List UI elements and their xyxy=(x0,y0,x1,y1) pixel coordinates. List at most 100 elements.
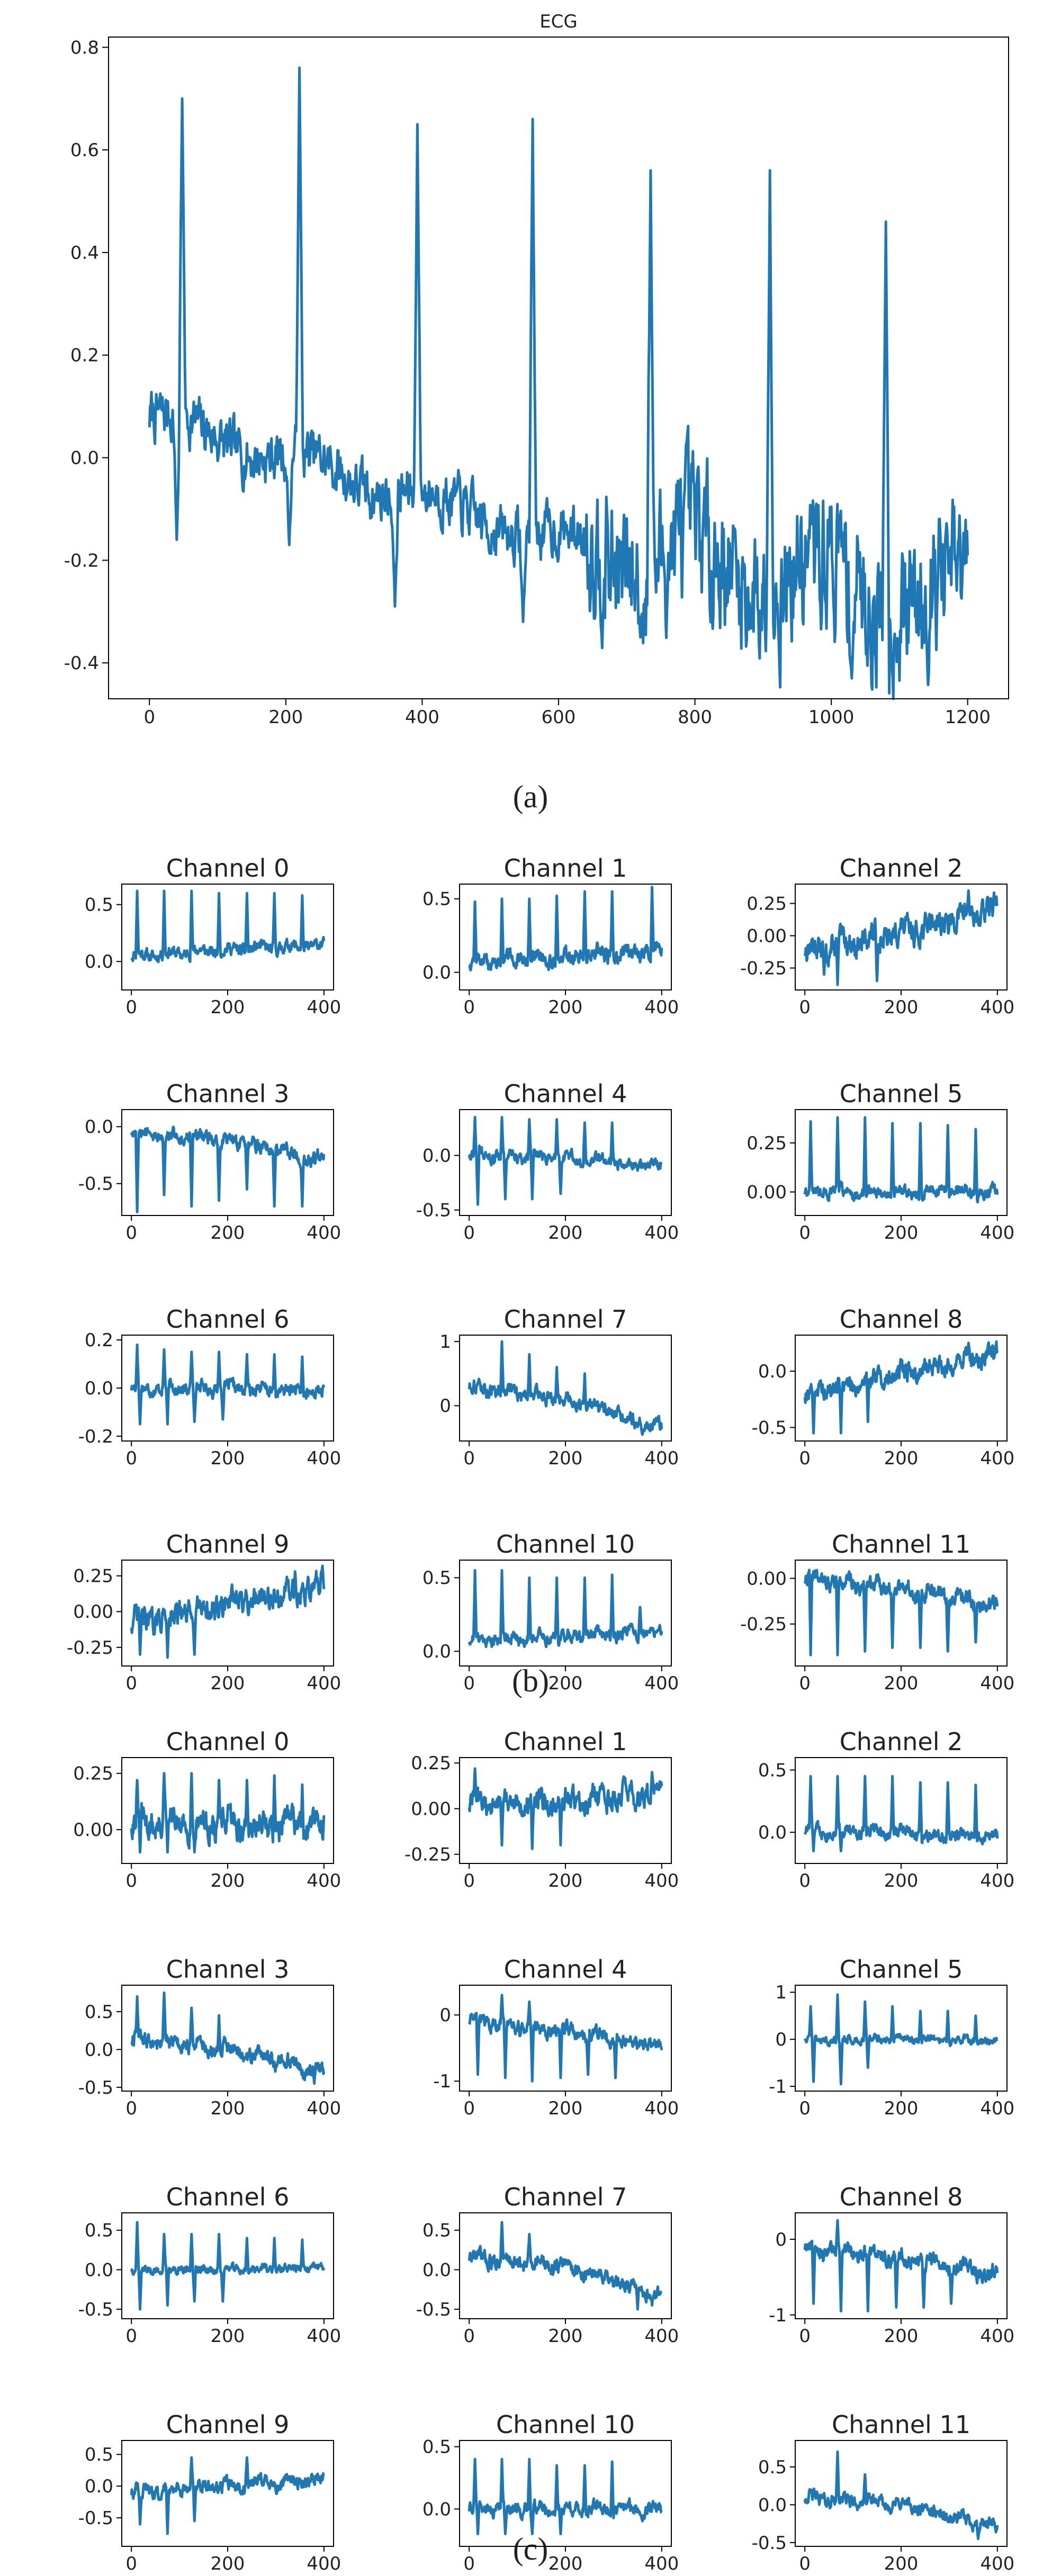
chart-title-c8: Channel 8 xyxy=(840,2183,963,2211)
y-tick-label-c3: 0.0 xyxy=(85,2039,113,2060)
plot-frame-c11 xyxy=(795,2440,1008,2547)
x-tick-label-b0: 0 xyxy=(125,997,137,1018)
chart-b7: Channel 7 0 200 400 0 1 xyxy=(439,1305,679,1469)
series-line-b5 xyxy=(803,1116,999,1204)
chart-title-b9: Channel 9 xyxy=(166,1530,290,1559)
chart-title-b2: Channel 2 xyxy=(840,854,963,882)
x-tick-label-a: 600 xyxy=(542,707,576,728)
x-tick-label-b6: 200 xyxy=(211,1448,245,1469)
x-tick-label-c4: 400 xyxy=(644,2098,679,2119)
series-line-c10 xyxy=(467,2457,663,2535)
x-tick-label-b1: 200 xyxy=(549,997,583,1018)
y-tick-label-c7: 0.5 xyxy=(422,2220,451,2241)
y-tick-label-a: -0.4 xyxy=(64,653,99,674)
x-tick-label-c7: 400 xyxy=(644,2326,679,2347)
x-tick-label-b10: 0 xyxy=(463,1673,475,1694)
y-tick-label-b10: 0.0 xyxy=(422,1641,451,1662)
series-line-c1 xyxy=(467,1767,663,1850)
x-tick-label-c1: 0 xyxy=(463,1870,475,1892)
chart-c9: Channel 9 0 200 400 -0.5 0.0 0.5 xyxy=(78,2410,341,2574)
series-line-c2 xyxy=(803,1775,999,1852)
chart-title-c9: Channel 9 xyxy=(166,2410,290,2439)
series-line-c3 xyxy=(130,1991,326,2085)
x-tick-label-b4: 200 xyxy=(549,1222,583,1244)
y-tick-label-c9: 0.0 xyxy=(85,2476,113,2497)
chart-b3: Channel 3 0 200 400 -0.5 0.0 xyxy=(78,1079,341,1244)
y-tick-label-b1: 0.0 xyxy=(422,962,451,984)
x-tick-label-b10: 200 xyxy=(549,1673,583,1694)
chart-c0: Channel 0 0 200 400 0.00 0.25 xyxy=(73,1727,341,1892)
series-line-b7 xyxy=(467,1340,663,1436)
y-tick-label-b7: 0 xyxy=(439,1395,451,1417)
chart-c6: Channel 6 0 200 400 -0.5 0.0 0.5 xyxy=(78,2183,341,2347)
y-tick-label-a: 0.8 xyxy=(70,37,99,58)
y-tick-label-b7: 1 xyxy=(439,1331,451,1353)
x-tick-label-c11: 200 xyxy=(884,2553,919,2574)
y-tick-label-a: 0.6 xyxy=(70,140,99,161)
panel-label-a: (a) xyxy=(513,779,549,814)
y-tick-label-b9: 0.00 xyxy=(73,1601,113,1623)
x-tick-label-b9: 400 xyxy=(307,1673,341,1694)
y-tick-label-b3: -0.5 xyxy=(78,1174,113,1195)
y-tick-label-b6: 0.2 xyxy=(85,1330,113,1351)
chart-title-b10: Channel 10 xyxy=(496,1530,635,1559)
series-line-c0 xyxy=(130,1772,326,1854)
x-tick-label-b4: 0 xyxy=(463,1222,475,1244)
x-tick-label-b9: 0 xyxy=(125,1673,137,1694)
plot-frame-c8 xyxy=(795,2212,1008,2319)
x-tick-label-c9: 400 xyxy=(307,2553,341,2574)
chart-c4: Channel 4 0 200 400 -1 0 xyxy=(433,1955,679,2119)
x-tick-label-b7: 0 xyxy=(463,1448,475,1469)
series-line-b3 xyxy=(130,1125,326,1213)
y-tick-label-c6: 0.5 xyxy=(85,2220,113,2241)
series-line-c6 xyxy=(130,2221,326,2311)
x-tick-label-c3: 400 xyxy=(307,2098,341,2119)
x-tick-label-c10: 0 xyxy=(463,2553,475,2574)
y-tick-label-c9: -0.5 xyxy=(78,2508,113,2529)
series-line-b0 xyxy=(130,889,326,963)
chart-title-b0: Channel 0 xyxy=(166,854,290,882)
y-tick-label-b9: 0.25 xyxy=(73,1566,113,1587)
x-tick-label-a: 800 xyxy=(678,707,712,728)
chart-c8: Channel 8 0 200 400 -1 0 xyxy=(769,2183,1014,2347)
x-tick-label-c11: 400 xyxy=(980,2553,1014,2574)
y-tick-label-c10: 0.5 xyxy=(422,2437,451,2458)
chart-title-c1: Channel 1 xyxy=(504,1727,627,1756)
x-tick-label-c5: 0 xyxy=(799,2098,811,2119)
x-tick-label-c2: 400 xyxy=(980,1870,1014,1892)
y-tick-label-b9: -0.25 xyxy=(67,1637,113,1659)
x-tick-label-c0: 200 xyxy=(211,1870,245,1892)
chart-title-c4: Channel 4 xyxy=(504,1955,627,1984)
x-tick-label-b11: 200 xyxy=(884,1673,919,1694)
x-tick-label-b11: 400 xyxy=(980,1673,1014,1694)
x-tick-label-c5: 200 xyxy=(884,2098,919,2119)
x-tick-label-b5: 200 xyxy=(884,1222,919,1244)
x-tick-label-c0: 0 xyxy=(125,1870,137,1892)
y-tick-label-c8: 0 xyxy=(775,2229,787,2250)
x-tick-label-b8: 400 xyxy=(980,1448,1014,1469)
x-tick-label-c2: 200 xyxy=(884,1870,919,1892)
chart-b11: Channel 11 0 200 400 -0.25 0.00 xyxy=(740,1530,1014,1694)
y-tick-label-a: 0.2 xyxy=(70,345,99,366)
x-tick-label-b6: 400 xyxy=(307,1448,341,1469)
chart-b8: Channel 8 0 200 400 -0.5 0.0 xyxy=(752,1305,1015,1469)
x-tick-label-a: 1200 xyxy=(945,707,991,728)
plot-frame-b1 xyxy=(459,884,672,990)
plot-frame-b2 xyxy=(795,884,1008,990)
chart-c7: Channel 7 0 200 400 -0.5 0.0 0.5 xyxy=(416,2183,679,2347)
y-tick-label-c5: 1 xyxy=(775,1982,787,2003)
panel-label-c: (c) xyxy=(513,2532,549,2566)
y-tick-label-a: 0.0 xyxy=(70,447,99,469)
chart-b6: Channel 6 0 200 400 -0.2 0.0 0.2 xyxy=(78,1305,341,1469)
x-tick-label-b8: 0 xyxy=(799,1448,811,1469)
x-tick-label-b1: 0 xyxy=(463,997,475,1018)
x-tick-label-b3: 0 xyxy=(125,1222,137,1244)
chart-b1: Channel 1 0 200 400 0.0 0.5 xyxy=(422,854,679,1018)
y-tick-label-c1: 0.00 xyxy=(411,1798,451,1820)
chart-title-b3: Channel 3 xyxy=(166,1079,290,1108)
x-tick-label-b3: 400 xyxy=(307,1222,341,1244)
y-tick-label-c11: 0.5 xyxy=(758,2457,787,2478)
y-tick-label-c8: -1 xyxy=(769,2305,787,2326)
y-tick-label-c7: -0.5 xyxy=(416,2299,451,2320)
